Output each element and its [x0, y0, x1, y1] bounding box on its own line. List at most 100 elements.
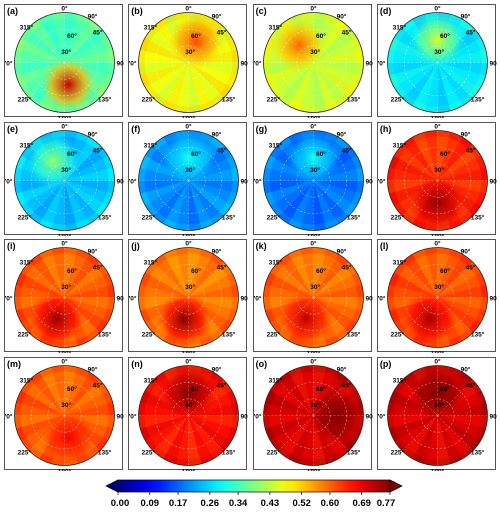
texture-wedge: [313, 62, 349, 106]
texture-wedge: [21, 262, 65, 298]
texture-wedge: [313, 180, 349, 224]
polar-border: [262, 365, 364, 466]
texture-wedge: [437, 155, 486, 181]
hotspot: [23, 130, 84, 191]
colorbar-bar: [117, 479, 391, 493]
texture-wedge: [39, 249, 65, 298]
texture-wedge: [394, 62, 438, 98]
radial-label: 90°: [212, 366, 222, 374]
texture-wedge: [437, 144, 481, 181]
texture-wedge: [64, 27, 108, 63]
texture-wedge: [269, 415, 314, 451]
texture-wedge: [402, 254, 438, 298]
colorbar-tick-label: 0.17: [169, 498, 188, 509]
colorbar-tick-label: 0.60: [321, 498, 340, 509]
texture-wedge: [402, 62, 438, 106]
azimuth-label: 90°: [365, 177, 373, 185]
polar-plot: 0° 45° 90° 135° 180° 225° 270° 315° 30° 60° 90°: [254, 5, 373, 118]
panel-label: (g): [255, 123, 268, 134]
polar-border: [262, 12, 364, 113]
texture-wedge: [300, 247, 314, 298]
radial-label: 60°: [440, 150, 450, 158]
radial-label: 60°: [316, 150, 326, 158]
texture-wedge: [64, 180, 78, 231]
azimuth-label: 225°: [266, 449, 280, 457]
texture-wedge: [175, 62, 189, 113]
radial-label: 90°: [212, 13, 222, 21]
texture-wedge: [412, 249, 438, 298]
polar-border: [138, 365, 240, 466]
polar-panel: (e) 0° 45° 90° 135° 180° 225° 270° 315° 30° 60° 90°: [4, 121, 124, 236]
texture-wedge: [64, 19, 100, 63]
texture-wedge: [153, 254, 189, 298]
polar-border: [262, 247, 364, 349]
polar-rim: [263, 12, 364, 113]
texture-wedge: [163, 180, 189, 229]
azimuth-label: 180°: [306, 468, 320, 472]
azimuth-spoke: [188, 415, 225, 452]
azimuth-label: 315°: [20, 23, 34, 31]
texture-wedge: [64, 380, 108, 416]
azimuth-label: 180°: [182, 115, 196, 119]
texture-wedge: [424, 62, 438, 113]
colorbar-tick-label: 0.43: [261, 498, 280, 509]
azimuth-label: 180°: [306, 115, 320, 119]
azimuth-spoke: [437, 262, 473, 299]
azimuth-label: 225°: [142, 96, 156, 104]
texture-wedge: [394, 262, 438, 298]
azimuth-spoke: [401, 144, 438, 181]
panel-label: (j): [131, 241, 140, 252]
polar-plot: 0° 45° 90° 135° 180° 225° 270° 315° 30° 60° 90°: [129, 5, 248, 118]
azimuth-spoke: [153, 297, 189, 334]
azimuth-spoke: [312, 26, 349, 63]
radial-label: 30°: [61, 401, 71, 409]
polar-panel: (p) 0° 45° 90° 135° 180° 225° 270° 315° 30° 60° 90°: [376, 357, 497, 472]
texture-wedge: [424, 130, 438, 181]
azimuth-spoke: [437, 144, 473, 181]
texture-wedge: [145, 62, 189, 98]
hotspot: [275, 289, 336, 348]
radial-label: 90°: [88, 13, 98, 21]
azimuth-label: 225°: [391, 449, 405, 457]
azimuth-spoke: [312, 380, 349, 416]
azimuth-label: 45°: [466, 381, 476, 389]
texture-wedge: [51, 365, 65, 416]
azimuth-spoke: [401, 262, 438, 299]
azimuth-label: 315°: [144, 259, 158, 267]
polar-plot: 0° 45° 90° 135° 180° 225° 270° 315° 30° 60° 90°: [254, 123, 373, 236]
azimuth-spoke: [188, 180, 225, 216]
texture-wedge: [412, 131, 438, 181]
polar-border: [14, 12, 115, 113]
azimuth-spoke: [277, 26, 314, 63]
colorbar-extend-max: [389, 479, 403, 493]
azimuth-label: 135°: [98, 449, 112, 457]
radial-label: 30°: [186, 283, 196, 291]
texture-wedge: [153, 415, 189, 459]
panel-label: (i): [7, 241, 16, 252]
azimuth-label: 315°: [20, 259, 34, 267]
azimuth-label: 180°: [431, 115, 445, 119]
azimuth-label: 0°: [61, 123, 68, 131]
azimuth-spoke: [437, 180, 473, 216]
azimuth-label: 135°: [346, 96, 360, 104]
azimuth-label: 45°: [466, 28, 476, 36]
azimuth-label: 180°: [431, 468, 445, 472]
panel-label: (m): [7, 359, 21, 370]
azimuth-spoke: [28, 62, 65, 99]
azimuth-label: 270°: [129, 413, 137, 421]
radial-label: 90°: [460, 366, 470, 374]
texture-wedge: [188, 284, 239, 298]
azimuth-label: 0°: [310, 358, 317, 366]
azimuth-label: 0°: [434, 358, 441, 366]
azimuth-label: 45°: [217, 264, 227, 272]
texture-wedge: [313, 62, 362, 88]
azimuth-label: 135°: [471, 96, 485, 104]
azimuth-label: 135°: [471, 449, 485, 457]
azimuth-label: 45°: [217, 28, 227, 36]
texture-wedge: [188, 62, 225, 106]
azimuth-label: 315°: [393, 23, 407, 31]
polar-plot: 0° 45° 90° 135° 180° 225° 270° 315° 30° 60° 90°: [378, 5, 497, 118]
azimuth-label: 270°: [254, 295, 262, 303]
azimuth-spoke: [64, 380, 101, 416]
azimuth-spoke: [28, 380, 65, 416]
